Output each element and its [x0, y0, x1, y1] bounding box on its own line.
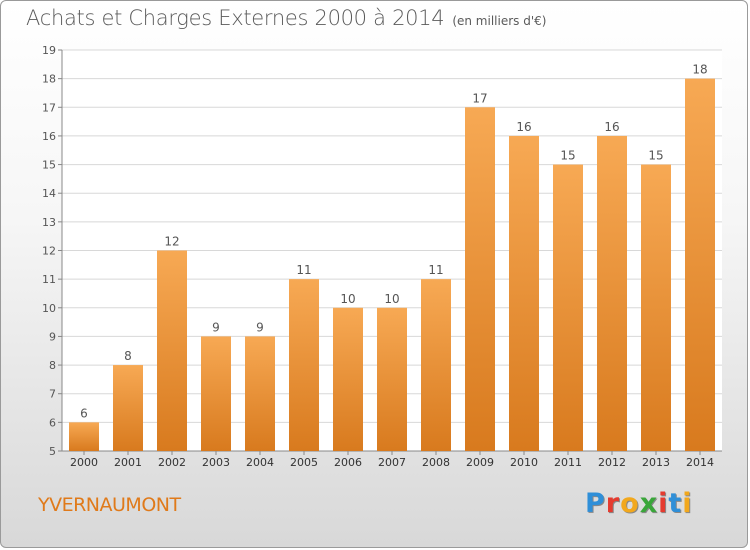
bar — [201, 336, 231, 451]
data-label: 11 — [296, 263, 311, 277]
bar — [377, 307, 407, 451]
y-tick-label: 10 — [42, 302, 56, 315]
bar — [421, 279, 451, 451]
data-label: 18 — [692, 63, 707, 77]
bar — [597, 135, 627, 451]
chart-title: Achats et Charges Externes 2000 à 2014 — [26, 6, 445, 30]
x-tick-label: 2010 — [510, 456, 538, 469]
y-tick-label: 8 — [49, 359, 56, 372]
logo-letter: i — [658, 488, 669, 519]
x-tick-label: 2001 — [114, 456, 142, 469]
bar — [509, 135, 539, 451]
bar — [289, 279, 319, 451]
y-tick-label: 7 — [49, 388, 56, 401]
x-tick-label: 2009 — [466, 456, 494, 469]
logo-letter: t — [668, 488, 683, 519]
logo-letter: x — [639, 488, 659, 519]
commune-name: YVERNAUMONT — [38, 494, 181, 516]
bar — [553, 164, 583, 452]
data-label: 9 — [212, 320, 220, 334]
data-label: 8 — [124, 349, 132, 363]
x-tick-label: 2005 — [290, 456, 318, 469]
x-tick-label: 2011 — [554, 456, 582, 469]
bar — [333, 307, 363, 451]
bar — [245, 336, 275, 451]
title-block: Achats et Charges Externes 2000 à 2014 (e… — [26, 6, 546, 30]
chart-subtitle: (en milliers d'€) — [452, 14, 547, 28]
y-tick-label: 15 — [42, 159, 56, 172]
data-label: 16 — [604, 120, 619, 134]
x-tick-label: 2012 — [598, 456, 626, 469]
x-tick-label: 2007 — [378, 456, 406, 469]
y-tick-label: 19 — [42, 44, 56, 57]
y-tick-label: 13 — [42, 216, 56, 229]
y-tick-label: 18 — [42, 73, 56, 86]
data-label: 10 — [340, 292, 355, 306]
bar — [113, 365, 143, 451]
y-tick-label: 9 — [49, 330, 56, 343]
x-tick-label: 2002 — [158, 456, 186, 469]
bar — [157, 250, 187, 451]
x-tick-label: 2014 — [686, 456, 714, 469]
y-tick-label: 12 — [42, 245, 56, 258]
y-tick-label: 5 — [49, 445, 56, 458]
y-tick-label: 6 — [49, 416, 56, 429]
data-label: 10 — [384, 292, 399, 306]
data-label: 15 — [648, 149, 663, 163]
logo-letter: i — [682, 488, 693, 519]
x-tick-label: 2006 — [334, 456, 362, 469]
data-label: 12 — [164, 235, 179, 249]
y-tick-label: 14 — [42, 187, 56, 200]
proxiti-logo[interactable]: Proxiti — [585, 488, 693, 519]
data-label: 11 — [428, 263, 443, 277]
logo-letter: r — [605, 488, 621, 519]
data-label: 9 — [256, 320, 264, 334]
y-tick-label: 16 — [42, 130, 56, 143]
x-tick-label: 2013 — [642, 456, 670, 469]
y-tick-label: 11 — [42, 273, 56, 286]
bar — [685, 78, 715, 452]
data-label: 16 — [516, 120, 531, 134]
bar — [641, 164, 671, 452]
data-label: 17 — [472, 91, 487, 105]
x-tick-label: 2000 — [70, 456, 98, 469]
bar — [465, 107, 495, 452]
x-tick-label: 2008 — [422, 456, 450, 469]
x-tick-label: 2004 — [246, 456, 274, 469]
logo-letter: P — [585, 488, 606, 519]
x-tick-label: 2003 — [202, 456, 230, 469]
logo-letter: o — [620, 488, 640, 519]
data-label: 15 — [560, 149, 575, 163]
data-label: 6 — [80, 406, 88, 420]
bar — [69, 422, 99, 451]
y-tick-label: 17 — [42, 101, 56, 114]
